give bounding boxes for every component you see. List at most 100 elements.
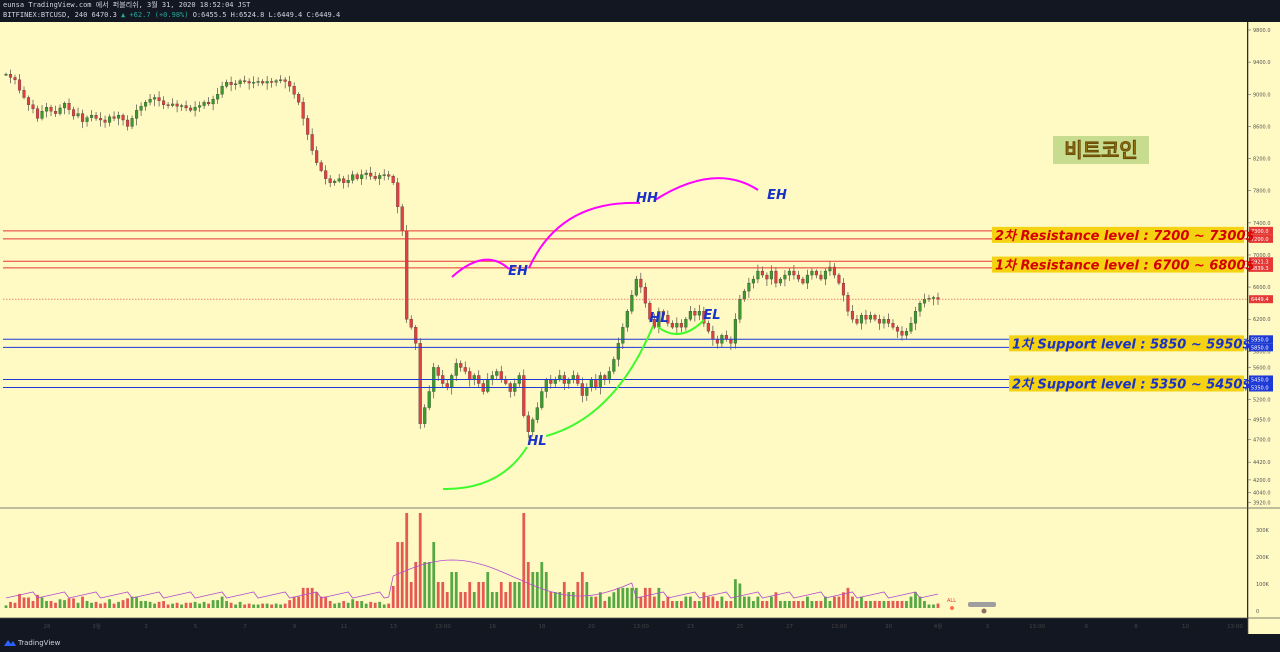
candle-body: [814, 270, 818, 276]
price-tick-label: 5200.0: [1253, 398, 1271, 404]
candle-body: [288, 81, 292, 87]
volume-bar: [274, 603, 278, 608]
candle-body: [216, 94, 220, 100]
volume-bar: [869, 601, 872, 608]
volume-bar: [779, 601, 782, 608]
candle-body: [774, 270, 778, 284]
candle-body: [153, 97, 157, 100]
volume-bar: [724, 601, 728, 608]
arc-hl-rise: [545, 325, 654, 437]
price-axis-background: [1248, 22, 1280, 634]
candle-body: [207, 102, 211, 105]
volume-bar: [909, 596, 913, 608]
volume-bar: [513, 582, 517, 608]
time-tick-label: 13:00: [435, 624, 451, 630]
volume-bar: [18, 594, 21, 608]
level-price-tag: [1249, 257, 1273, 266]
candle-body: [99, 118, 103, 121]
candle-body: [819, 274, 823, 280]
arc-hh-peak: [654, 177, 759, 201]
volume-bar: [117, 601, 120, 608]
candle-body: [364, 172, 368, 175]
volume-bar: [878, 601, 881, 608]
time-tick-label: 23: [687, 624, 694, 630]
candle-body: [229, 82, 233, 85]
price-tick-label: 4700.0: [1253, 438, 1271, 444]
volume-bar: [770, 596, 773, 608]
volume-bar: [891, 601, 895, 608]
candle-body: [598, 375, 602, 388]
price-tick-label: 8200.0: [1253, 157, 1271, 163]
volume-bar: [252, 604, 256, 608]
volume-bar: [824, 596, 827, 608]
volume-bar: [13, 602, 17, 608]
time-tick-label: 8: [1134, 624, 1138, 630]
candle-body: [544, 379, 548, 392]
volume-bar: [126, 598, 129, 608]
volume-bar: [797, 601, 800, 608]
volume-bar: [54, 602, 57, 608]
candle-body: [252, 82, 256, 84]
candle-body: [67, 102, 71, 110]
volume-bar: [567, 592, 571, 608]
level-price-tag-label: 6839.3: [1251, 266, 1269, 272]
volume-bar: [229, 602, 233, 608]
volume-bar: [594, 596, 598, 608]
candle-body: [594, 379, 598, 388]
structure-label: EL: [703, 308, 720, 323]
price-tick-label: 8600.0: [1253, 124, 1271, 130]
candle-body: [378, 175, 382, 179]
level-price-tag: [1249, 263, 1273, 272]
candle-body: [630, 294, 634, 312]
candle-body: [549, 379, 553, 384]
volume-bar: [306, 587, 310, 608]
volume-bar: [486, 572, 490, 608]
candle-body: [130, 118, 134, 127]
volume-bar: [333, 603, 337, 608]
level-price-tag: [1249, 343, 1273, 352]
volume-bar: [445, 592, 449, 608]
candle-body: [571, 375, 575, 380]
volume-bar: [535, 572, 539, 608]
structure-label: HL: [527, 434, 546, 449]
candle-body: [589, 379, 593, 388]
volume-ma-line: [5, 559, 939, 599]
candle-body: [931, 297, 936, 299]
volume-bar: [882, 601, 886, 608]
volume-bar: [743, 596, 746, 608]
time-tick-label: 7: [243, 624, 247, 630]
time-tick-label: 4월: [934, 622, 943, 630]
volume-bar: [783, 601, 787, 608]
chart-area[interactable]: 9800.0 9400.0 9000.0 8600.0 8200.0 7800.0 7400…: [0, 22, 1280, 634]
current-price-tag: [1249, 295, 1273, 304]
volume-bar: [418, 513, 422, 608]
candle-body: [418, 343, 422, 424]
structure-label: HL: [649, 311, 668, 326]
volume-bar: [927, 604, 931, 608]
volume-bar: [702, 592, 706, 608]
price-chart[interactable]: 9800.0 9400.0 9000.0 8600.0 8200.0 7800.0 7400…: [0, 22, 1280, 634]
candle-body: [301, 102, 305, 119]
candle-body: [733, 319, 737, 344]
arc-hh-rise: [528, 201, 641, 269]
candle-body: [351, 174, 355, 181]
volume-bar: [301, 587, 305, 608]
volume-bar: [81, 596, 84, 608]
publish-info: eunsa TradingView.com 에서 퍼블리쉬, 3월 31, 20…: [3, 1, 251, 9]
candle-body: [913, 311, 918, 324]
price-tick-label: 4040.0: [1253, 491, 1271, 497]
volume-bar: [108, 599, 111, 608]
volume-bar: [441, 582, 445, 608]
time-tick-label: 3: [986, 624, 990, 630]
volume-bar: [369, 601, 373, 608]
time-tick-label: 10: [1182, 624, 1189, 630]
time-tick-label: 3: [144, 624, 148, 630]
candle-body: [684, 319, 688, 328]
candle-body: [675, 323, 679, 328]
volume-bar: [414, 562, 418, 608]
candle-body: [373, 176, 377, 179]
candle-body: [729, 339, 733, 344]
volume-bar: [157, 601, 161, 608]
candle-body: [103, 119, 107, 123]
candle-body: [792, 270, 796, 276]
